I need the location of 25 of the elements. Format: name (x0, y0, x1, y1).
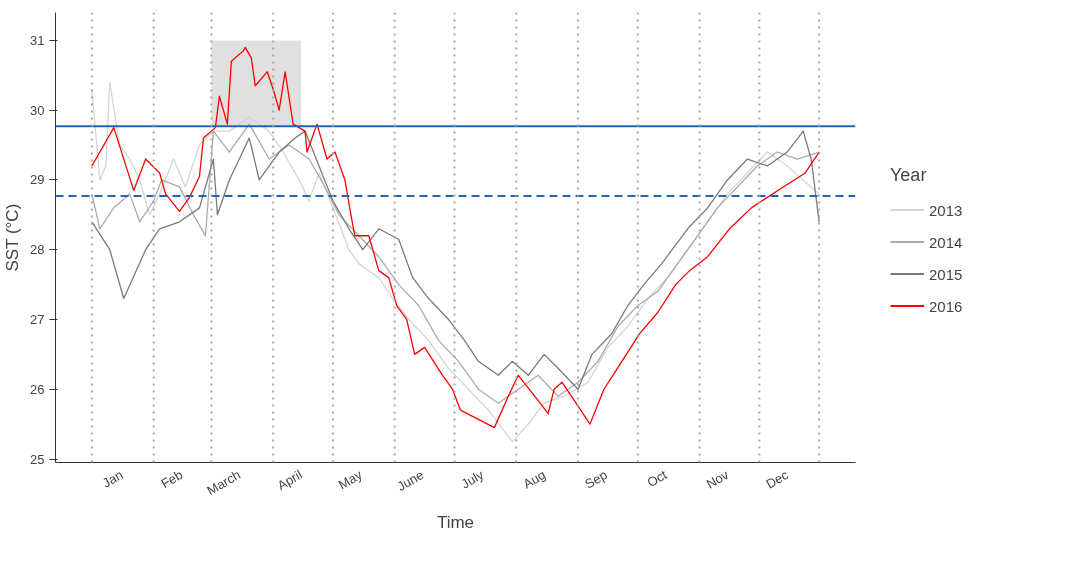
y-tick-label: 29 (30, 172, 45, 188)
x-tick-label: June (394, 467, 427, 495)
legend-label: 2015 (929, 265, 963, 282)
legend-label: 2014 (929, 233, 963, 250)
x-tick-label: Jan (99, 467, 126, 491)
x-axis-title: Time (436, 512, 475, 532)
y-tick-label: 31 (30, 32, 45, 48)
legend-label: 2016 (929, 297, 963, 314)
x-tick-label: April (274, 466, 305, 493)
x-tick-label: Dec (763, 466, 792, 492)
y-tick-label: 28 (30, 242, 45, 258)
x-tick-label: Nov (703, 466, 732, 492)
y-tick-label: 30 (30, 102, 45, 118)
x-tick-label: Oct (644, 466, 670, 491)
x-tick-label: May (335, 466, 366, 493)
x-tick-label: July (458, 466, 487, 492)
y-tick-label: 27 (30, 311, 45, 327)
legend-label: 2013 (929, 201, 963, 218)
x-tick-label: Feb (158, 467, 186, 492)
y-tick-label: 26 (30, 381, 45, 397)
y-tick-label: 25 (30, 451, 45, 467)
y-axis-title: SST (°C) (3, 203, 23, 272)
x-tick-label: Sep (582, 467, 610, 492)
legend-title: Year (890, 164, 928, 186)
x-tick-label: Aug (520, 467, 548, 492)
